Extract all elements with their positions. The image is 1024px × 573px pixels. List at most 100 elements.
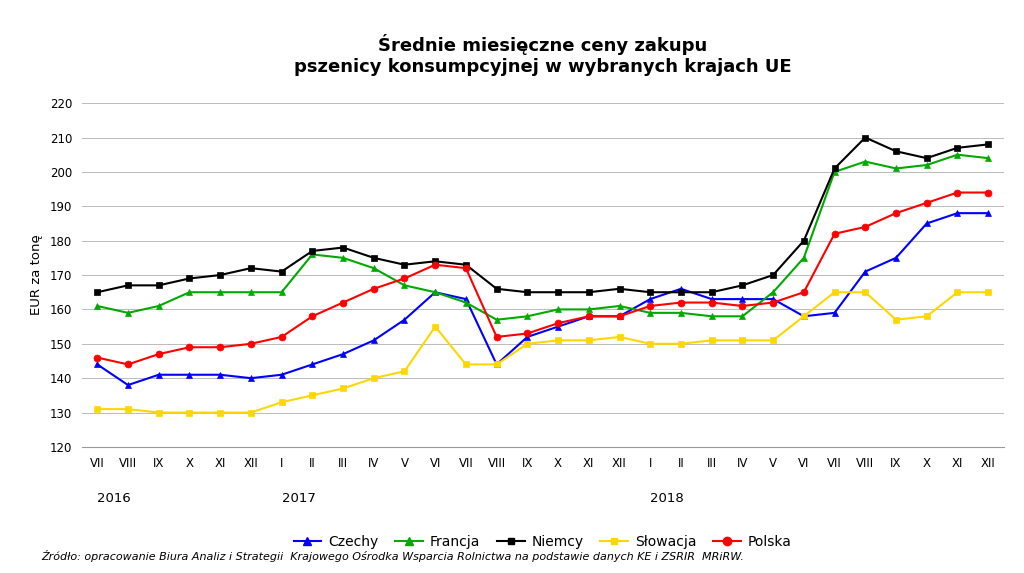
Niemcy bbox=[460, 261, 472, 268]
Słowacja bbox=[644, 340, 656, 347]
Niemcy bbox=[583, 289, 595, 296]
Francja bbox=[398, 282, 411, 289]
Słowacja bbox=[398, 368, 411, 375]
Polska bbox=[552, 320, 564, 327]
Polska bbox=[767, 299, 779, 306]
Francja bbox=[890, 165, 902, 172]
Niemcy bbox=[552, 289, 564, 296]
Niemcy bbox=[828, 165, 841, 172]
Niemcy bbox=[490, 285, 503, 292]
Słowacja bbox=[275, 399, 288, 406]
Text: Średnie miesięczne ceny zakupu
pszenicy konsumpcyjnej w wybranych krajach UE: Średnie miesięczne ceny zakupu pszenicy … bbox=[294, 34, 792, 76]
Czechy bbox=[275, 371, 288, 378]
Text: Źródło: opracowanie Biura Analiz i Strategii  Krajowego Ośrodka Wsparcia Rolnict: Źródło: opracowanie Biura Analiz i Strat… bbox=[41, 550, 743, 562]
Słowacja bbox=[552, 337, 564, 344]
Słowacja bbox=[521, 340, 534, 347]
Słowacja bbox=[91, 406, 103, 413]
Niemcy bbox=[921, 155, 933, 162]
Czechy bbox=[644, 296, 656, 303]
Polska bbox=[122, 361, 134, 368]
Polska bbox=[890, 210, 902, 217]
Francja bbox=[153, 303, 165, 309]
Czechy bbox=[398, 316, 411, 323]
Polska bbox=[368, 285, 380, 292]
Polska bbox=[982, 189, 994, 196]
Polska bbox=[859, 223, 871, 230]
Czechy bbox=[490, 361, 503, 368]
Słowacja bbox=[368, 375, 380, 382]
Polska bbox=[951, 189, 964, 196]
Polska bbox=[183, 344, 196, 351]
Polska bbox=[613, 313, 626, 320]
Słowacja bbox=[214, 409, 226, 416]
Słowacja bbox=[921, 313, 933, 320]
Polska bbox=[214, 344, 226, 351]
Czechy bbox=[951, 210, 964, 217]
Polska bbox=[490, 333, 503, 340]
Francja bbox=[429, 289, 441, 296]
Francja bbox=[245, 289, 257, 296]
Czechy bbox=[675, 285, 687, 292]
Francja bbox=[306, 251, 318, 258]
Czechy bbox=[613, 313, 626, 320]
Słowacja bbox=[122, 406, 134, 413]
Francja bbox=[337, 254, 349, 261]
Legend: Czechy, Francja, Niemcy, Słowacja, Polska: Czechy, Francja, Niemcy, Słowacja, Polsk… bbox=[288, 529, 798, 555]
Polska bbox=[337, 299, 349, 306]
Niemcy bbox=[91, 289, 103, 296]
Niemcy bbox=[183, 275, 196, 282]
Y-axis label: EUR za tonę: EUR za tonę bbox=[30, 235, 43, 315]
Czechy bbox=[706, 296, 718, 303]
Polska bbox=[245, 340, 257, 347]
Czechy bbox=[521, 333, 534, 340]
Czechy bbox=[583, 313, 595, 320]
Czechy bbox=[921, 220, 933, 227]
Francja bbox=[490, 316, 503, 323]
Niemcy bbox=[214, 272, 226, 278]
Francja bbox=[921, 162, 933, 168]
Niemcy bbox=[982, 141, 994, 148]
Czechy bbox=[767, 296, 779, 303]
Niemcy bbox=[951, 144, 964, 151]
Niemcy bbox=[153, 282, 165, 289]
Niemcy bbox=[275, 268, 288, 275]
Francja bbox=[521, 313, 534, 320]
Francja bbox=[644, 309, 656, 316]
Polska bbox=[275, 333, 288, 340]
Niemcy bbox=[859, 134, 871, 141]
Text: 2018: 2018 bbox=[650, 492, 684, 505]
Polska bbox=[675, 299, 687, 306]
Francja bbox=[706, 313, 718, 320]
Text: 2016: 2016 bbox=[97, 492, 131, 505]
Czechy bbox=[337, 351, 349, 358]
Czechy bbox=[828, 309, 841, 316]
Francja bbox=[214, 289, 226, 296]
Niemcy bbox=[798, 237, 810, 244]
Słowacja bbox=[675, 340, 687, 347]
Niemcy bbox=[675, 289, 687, 296]
Słowacja bbox=[460, 361, 472, 368]
Słowacja bbox=[706, 337, 718, 344]
Czechy bbox=[736, 296, 749, 303]
Słowacja bbox=[982, 289, 994, 296]
Słowacja bbox=[429, 323, 441, 330]
Słowacja bbox=[306, 392, 318, 399]
Czechy bbox=[306, 361, 318, 368]
Line: Słowacja: Słowacja bbox=[94, 289, 991, 415]
Francja bbox=[552, 306, 564, 313]
Francja bbox=[583, 306, 595, 313]
Czechy bbox=[122, 382, 134, 388]
Francja bbox=[767, 289, 779, 296]
Polska bbox=[828, 230, 841, 237]
Francja bbox=[613, 303, 626, 309]
Francja bbox=[828, 168, 841, 175]
Francja bbox=[368, 265, 380, 272]
Słowacja bbox=[490, 361, 503, 368]
Niemcy bbox=[767, 272, 779, 278]
Czechy bbox=[214, 371, 226, 378]
Polska bbox=[521, 330, 534, 337]
Francja bbox=[275, 289, 288, 296]
Słowacja bbox=[798, 313, 810, 320]
Polska bbox=[736, 303, 749, 309]
Niemcy bbox=[521, 289, 534, 296]
